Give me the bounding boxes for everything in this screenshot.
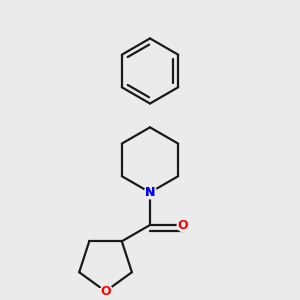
Text: O: O <box>177 218 188 232</box>
Text: O: O <box>100 285 111 298</box>
Text: N: N <box>145 186 155 199</box>
Text: N: N <box>145 186 155 199</box>
